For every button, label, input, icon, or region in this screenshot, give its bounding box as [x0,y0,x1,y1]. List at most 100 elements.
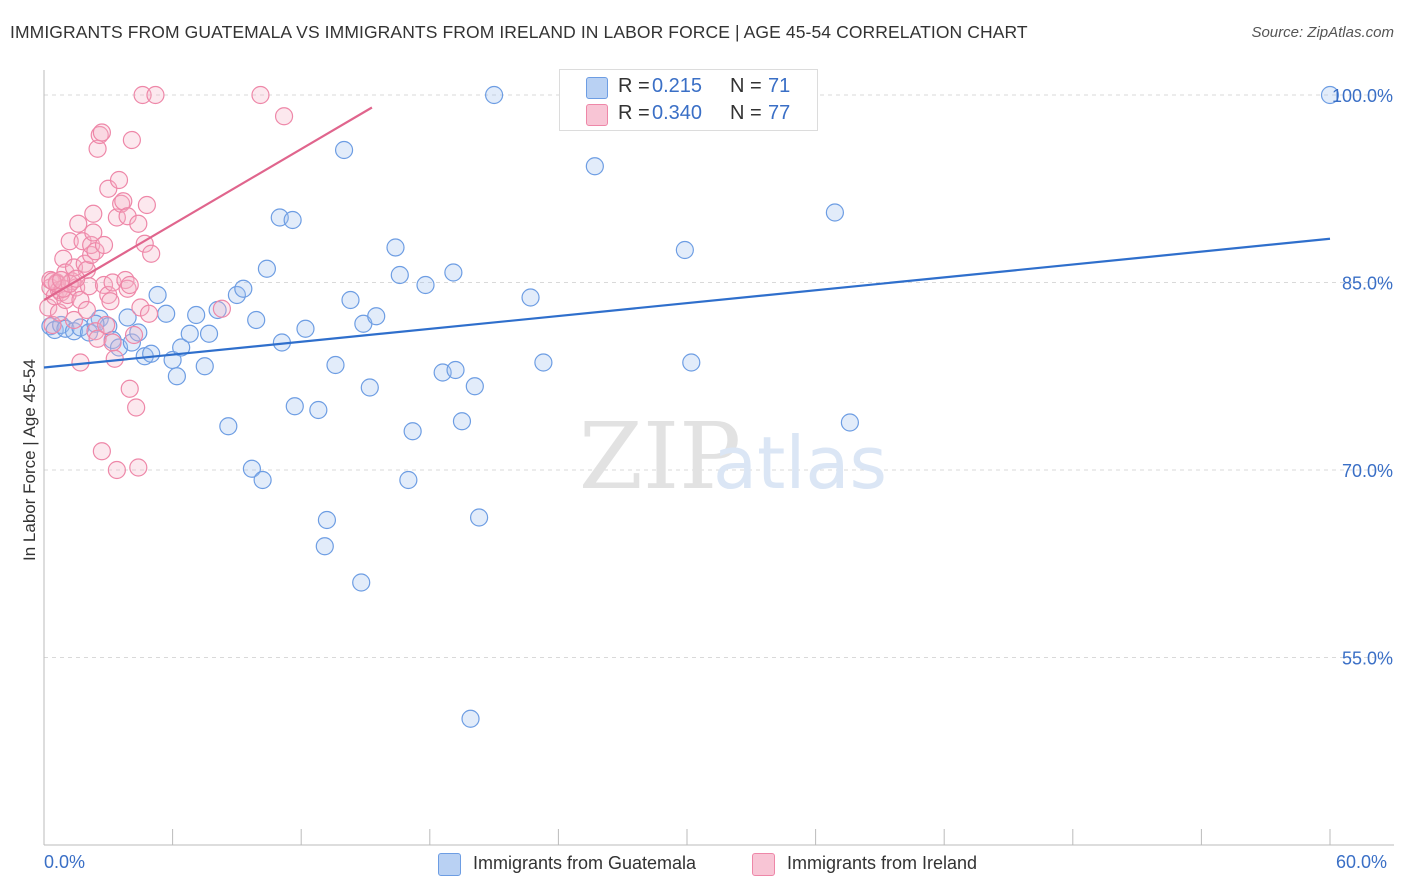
ireland-point [71,290,90,310]
guatemala-point [148,285,167,305]
guatemala-point [1320,85,1340,105]
guatemala-point [485,85,504,105]
ireland-point [92,442,111,461]
ireland-point [142,244,161,263]
ireland-point [120,379,139,398]
n-label: N = [730,102,762,124]
y-tick-label: 55.0% [1342,649,1393,669]
watermark-atlas: atlas [713,421,887,505]
ireland-point [84,223,103,242]
guatemala-point [840,413,859,432]
ireland-point [212,299,231,318]
series-legend: Immigrants from Guatemala Immigrants fro… [0,850,1406,878]
ireland-point [90,125,109,145]
guatemala-point [219,417,238,436]
source-label: Source: ZipAtlas.com [1251,24,1394,41]
ireland-point [97,315,116,335]
ireland-point [133,85,152,105]
guatemala-point [195,357,214,376]
guatemala-point [247,310,266,330]
legend-row-ireland: R = 0.340 N = 77 [560,101,817,127]
y-tick-label: 70.0% [1342,461,1393,481]
r-value: 0.215 [652,75,703,97]
ireland-point [84,204,103,223]
guatemala-point [122,333,141,352]
ireland-point [64,310,84,330]
legend-label: Immigrants from Guatemala [473,853,697,873]
ireland-point [52,270,71,290]
y-tick-label: 100.0% [1332,86,1393,106]
ireland-point [60,232,79,251]
ireland-point [39,298,58,317]
ireland-point [109,170,129,190]
ireland-point [103,333,122,352]
guatemala-point [534,353,553,372]
guatemala-point [283,210,302,230]
ireland-point [94,235,114,255]
guatemala-point [461,709,480,728]
legend-row-guatemala: R = 0.215 N = 71 [560,74,817,100]
guatemala-point [296,319,315,338]
ireland-point [69,214,88,233]
guatemala-point [315,537,334,556]
guatemala-trend-line [43,237,1331,369]
n-value: 71 [768,75,791,97]
ireland-swatch [586,104,608,126]
guatemala-point [187,305,206,325]
watermark-zip: ZIP [579,403,741,510]
guatemala-point [234,279,253,298]
ireland-point [139,304,159,323]
guatemala-point [317,510,337,530]
guatemala-point [452,412,472,431]
guatemala-point [469,508,489,527]
ireland-point [137,195,156,215]
x-tick-label-max: 60.0% [1336,852,1388,872]
legend-label: Immigrants from Ireland [787,853,978,873]
guatemala-point [446,360,465,380]
n-value: 77 [768,102,791,124]
guatemala-point [360,378,379,397]
y-tick-label: 85.0% [1342,274,1393,294]
guatemala-point [386,238,405,257]
ireland-point [88,329,107,348]
ireland-point [129,458,148,477]
guatemala-point [403,422,422,441]
guatemala-point [242,459,262,478]
ireland-point [251,85,270,105]
correlation-legend: R = 0.215 N = 71 R = 0.340 N = 77 [559,69,818,131]
ireland-trend-line [43,106,373,301]
ireland-point [107,460,126,480]
guatemala-point [257,259,277,278]
guatemala-point [180,324,199,343]
guatemala-swatch [586,77,608,99]
x-tick-label-min: 0.0% [44,852,86,872]
guatemala-swatch [438,853,461,876]
guatemala-point [352,573,371,592]
guatemala-point [142,344,161,363]
guatemala-point [399,470,418,490]
guatemala-point [416,275,435,295]
guatemala-point [682,353,701,372]
ireland-point [92,123,111,142]
ireland-point [146,85,165,105]
guatemala-point [157,304,176,323]
guatemala-point [326,355,345,375]
guatemala-point [521,288,540,307]
guatemala-point [367,307,386,326]
ireland-point [127,398,146,417]
ireland-point [274,107,294,126]
guatemala-point [118,308,137,327]
guatemala-point [825,203,844,222]
ireland-point [118,207,137,226]
ireland-point [86,322,105,341]
ireland-point [122,130,141,150]
chart-title: IMMIGRANTS FROM GUATEMALA VS IMMIGRANTS … [10,22,1028,42]
guatemala-point [585,157,604,176]
ireland-point [114,192,133,211]
guatemala-point [334,140,354,160]
ireland-point [129,214,148,233]
guatemala-point [390,265,409,285]
guatemala-point [199,324,219,343]
ireland-point [120,275,139,295]
